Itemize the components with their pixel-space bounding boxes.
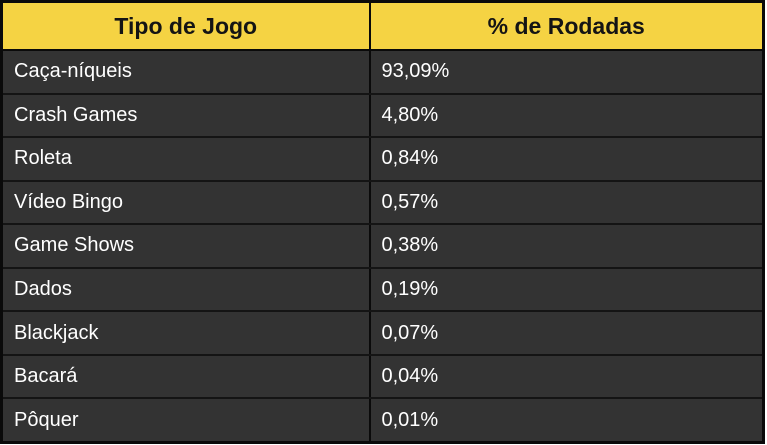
game-type-cell: Pôquer [0,397,371,444]
game-type-cell: Caça-níqueis [0,49,371,95]
table-body: Caça-níqueis 93,09% Crash Games 4,80% Roleta… [0,49,765,444]
table-row: Roleta 0,84% [0,136,765,182]
rounds-pct-cell: 0,19% [368,266,765,313]
game-type-cell: Bacará [0,353,371,400]
table-row: Dados 0,19% [0,266,765,313]
rounds-pct-cell: 0,57% [368,179,765,226]
column-header-game-type: Tipo de Jogo [0,0,371,51]
rounds-pct-cell: 0,01% [368,397,765,444]
table-row: Vídeo Bingo 0,57% [0,179,765,226]
rounds-pct-cell: 93,09% [368,49,765,95]
game-type-cell: Vídeo Bingo [0,179,371,226]
rounds-pct-cell: 0,38% [368,223,765,269]
game-type-cell: Crash Games [0,92,371,139]
game-type-cell: Game Shows [0,223,371,269]
game-type-cell: Dados [0,266,371,313]
table-row: Pôquer 0,01% [0,397,765,444]
rounds-pct-cell: 4,80% [368,92,765,139]
rounds-pct-cell: 0,04% [368,353,765,400]
table-row: Game Shows 0,38% [0,223,765,269]
table-row: Crash Games 4,80% [0,92,765,139]
game-type-cell: Roleta [0,136,371,182]
table-header: Tipo de Jogo % de Rodadas [0,0,765,51]
table-row: Bacará 0,04% [0,353,765,400]
game-type-cell: Blackjack [0,310,371,356]
column-header-rounds-pct: % de Rodadas [368,0,765,51]
rounds-pct-cell: 0,07% [368,310,765,356]
header-row: Tipo de Jogo % de Rodadas [0,0,765,51]
table-row: Caça-níqueis 93,09% [0,49,765,95]
rounds-pct-cell: 0,84% [368,136,765,182]
table-row: Blackjack 0,07% [0,310,765,356]
